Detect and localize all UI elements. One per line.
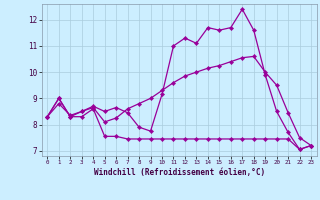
X-axis label: Windchill (Refroidissement éolien,°C): Windchill (Refroidissement éolien,°C) <box>94 168 265 177</box>
